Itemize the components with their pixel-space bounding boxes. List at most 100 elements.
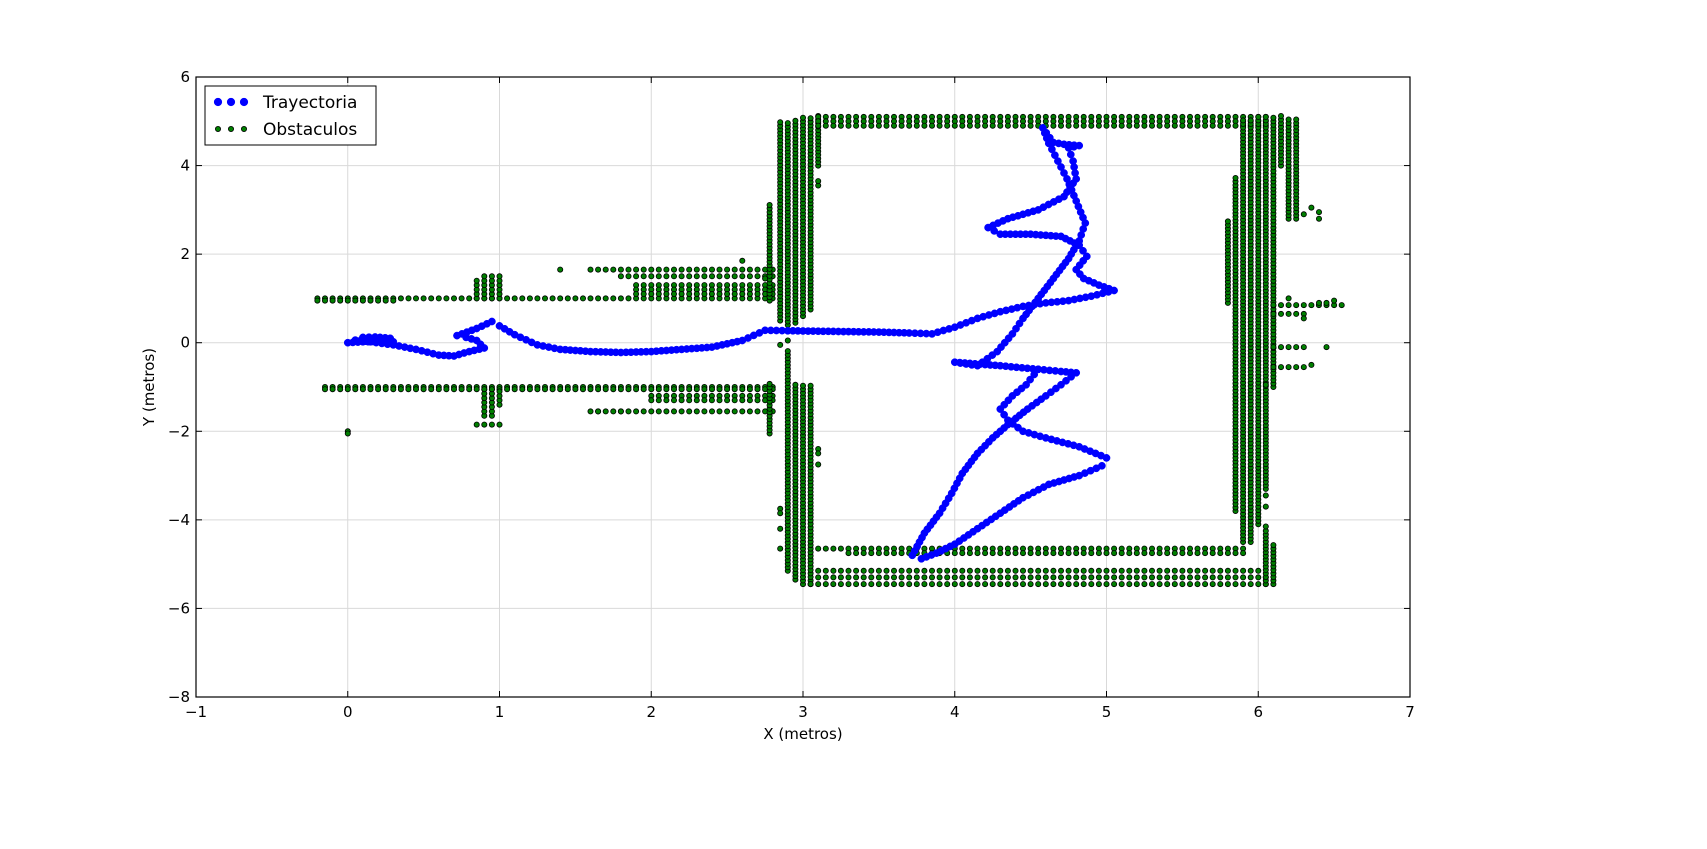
- obstaculo-point: [640, 266, 647, 273]
- obstaculo-point: [1270, 302, 1277, 309]
- obstaculo-point: [822, 574, 829, 581]
- obstaculo-point: [1209, 574, 1216, 581]
- obstaculo-point: [906, 567, 913, 574]
- obstaculo-point: [1035, 567, 1042, 574]
- obstaculo-point: [830, 567, 837, 574]
- x-tick-label: 6: [1253, 703, 1263, 721]
- obstaculo-point: [1058, 567, 1065, 574]
- obstaculo-point: [390, 297, 397, 304]
- obstaculo-point: [671, 273, 678, 280]
- obstaculo-point: [526, 295, 533, 302]
- obstaculo-point: [929, 122, 936, 129]
- obstaculo-point: [746, 397, 753, 404]
- obstaculo-point: [1217, 567, 1224, 574]
- obstaculo-point: [1270, 114, 1277, 121]
- obstaculo-point: [1050, 574, 1057, 581]
- obstaculo-point: [1217, 550, 1224, 557]
- obstaculo-point: [686, 397, 693, 404]
- obstaculo-point: [959, 581, 966, 588]
- obstaculo-point: [807, 581, 814, 588]
- obstaculo-point: [837, 567, 844, 574]
- obstaculo-point: [625, 386, 632, 393]
- obstaculo-point: [815, 178, 822, 185]
- obstaculo-point: [678, 290, 685, 297]
- obstaculo-point: [1118, 550, 1125, 557]
- obstaculo-point: [784, 120, 791, 127]
- obstaculo-point: [982, 550, 989, 557]
- legend-marker-trayectoria: [213, 97, 249, 107]
- obstaculo-point: [708, 397, 715, 404]
- obstaculo-point: [822, 545, 829, 552]
- obstaculo-point: [1126, 581, 1133, 588]
- obstaculo-point: [754, 266, 761, 273]
- obstaculo-point: [1300, 211, 1307, 218]
- obstaculo-point: [1262, 492, 1269, 499]
- obstaculo-point: [944, 122, 951, 129]
- obstaculo-point: [944, 581, 951, 588]
- obstaculo-point: [1240, 550, 1247, 557]
- obstaculo-point: [610, 295, 617, 302]
- obstaculo-point: [1187, 581, 1194, 588]
- obstaculo-point: [625, 295, 632, 302]
- obstaculo-point: [1141, 550, 1148, 557]
- obstaculo-point: [731, 266, 738, 273]
- obstaculo-point: [898, 567, 905, 574]
- obstaculo-point: [1027, 550, 1034, 557]
- obstaculo-point: [1073, 550, 1080, 557]
- obstaculo-point: [716, 266, 723, 273]
- obstaculo-point: [397, 295, 404, 302]
- obstaculo-point: [1247, 581, 1254, 588]
- obstaculo-point: [375, 386, 382, 393]
- obstaculo-point: [526, 386, 533, 393]
- trayectoria-point: [996, 230, 1005, 239]
- obstaculo-point: [997, 567, 1004, 574]
- obstaculo-point: [815, 574, 822, 581]
- obstaculo-point: [1118, 574, 1125, 581]
- obstaculo-point: [1209, 567, 1216, 574]
- obstaculo-point: [1095, 567, 1102, 574]
- y-axis-label: Y (metros): [140, 348, 158, 427]
- trayectoria-point: [1098, 461, 1106, 470]
- obstaculo-point: [1156, 581, 1163, 588]
- obstaculo-point: [473, 421, 480, 428]
- trayectoria-point: [1034, 365, 1043, 374]
- obstaculo-point: [693, 290, 700, 297]
- trayectoria-point: [1044, 139, 1053, 148]
- obstaculo-point: [1095, 581, 1102, 588]
- obstaculo-point: [640, 290, 647, 297]
- obstaculo-point: [633, 273, 640, 280]
- obstaculo-point: [443, 386, 450, 393]
- obstaculo-point: [450, 386, 457, 393]
- obstaculo-point: [580, 386, 587, 393]
- obstaculo-point: [557, 295, 564, 302]
- obstaculo-point: [921, 122, 928, 129]
- obstaculo-point: [625, 266, 632, 273]
- obstaculo-point: [701, 273, 708, 280]
- obstaculo-point: [648, 266, 655, 273]
- obstaculo-point: [1293, 302, 1300, 309]
- obstaculo-point: [1111, 550, 1118, 557]
- obstaculo-point: [739, 408, 746, 415]
- obstaculo-point: [1088, 581, 1095, 588]
- obstaculo-point: [1240, 567, 1247, 574]
- obstaculo-point: [1232, 550, 1239, 557]
- obstaculo-point: [412, 295, 419, 302]
- obstaculo-point: [974, 550, 981, 557]
- obstaculo-point: [1141, 574, 1148, 581]
- obstaculo-point: [1209, 581, 1216, 588]
- obstaculo-point: [633, 408, 640, 415]
- obstaculo-point: [693, 408, 700, 415]
- obstaculo-point: [1035, 581, 1042, 588]
- obstaculo-point: [602, 408, 609, 415]
- obstaculo-point: [1217, 581, 1224, 588]
- obstaculo-point: [587, 386, 594, 393]
- obstaculo-point: [906, 122, 913, 129]
- obstaculo-point: [1065, 122, 1072, 129]
- obstaculo-point: [686, 273, 693, 280]
- trayectoria-point: [1082, 252, 1091, 261]
- obstaculo-point: [663, 408, 670, 415]
- obstaculo-point: [678, 408, 685, 415]
- obstaculo-point: [1278, 344, 1285, 351]
- legend-box: [204, 85, 377, 146]
- obstaculo-point: [1224, 550, 1231, 557]
